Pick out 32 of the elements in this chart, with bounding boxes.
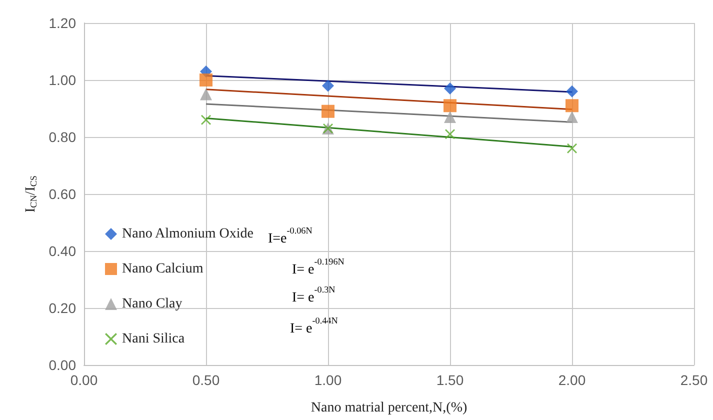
point (567, 143, 577, 154)
point (566, 111, 578, 124)
y-tick-label: 1.20 (48, 15, 76, 31)
point (566, 99, 578, 112)
y-axis-title: ICN/ICS (23, 176, 38, 212)
point (322, 80, 334, 92)
point (201, 114, 211, 125)
legend-label: Nano Clay (122, 296, 182, 312)
y-tick-label: 1.00 (48, 72, 76, 88)
point (444, 111, 456, 124)
y-tick-label: 0.00 (48, 357, 76, 373)
point (200, 88, 212, 100)
point (444, 99, 456, 112)
x-tick-label: 0.50 (192, 372, 220, 388)
y-tick-label: 0.40 (48, 243, 76, 259)
point (200, 74, 212, 86)
y-tick-label: 0.20 (48, 300, 76, 316)
x-tick-label: 2.00 (558, 372, 586, 388)
legend-label: Nano Almonium Oxide (122, 226, 254, 242)
legend-label: Nani Silica (122, 332, 186, 346)
x-tick-label: 0.00 (70, 372, 98, 388)
x-axis-title: Nano matrial percent,N,(%) (310, 400, 468, 416)
point (445, 129, 455, 140)
y-tick-label: 0.80 (48, 129, 76, 145)
y-tick-label: 0.60 (48, 186, 76, 202)
point (322, 104, 334, 118)
x-tick-label: 2.50 (680, 372, 708, 388)
point (444, 82, 456, 95)
legend-label: Nano Calcium (122, 262, 204, 276)
x-tick-label: 1.50 (436, 372, 464, 388)
x-tick-label: 1.00 (314, 372, 342, 388)
point (566, 85, 578, 98)
